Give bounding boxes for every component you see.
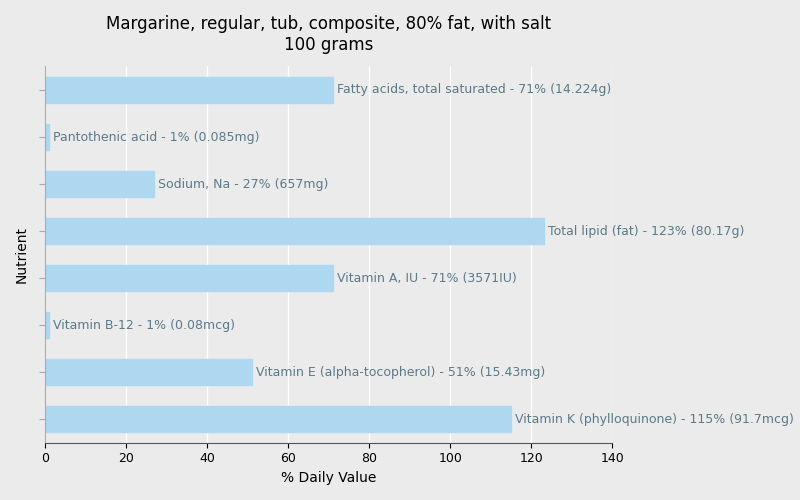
Y-axis label: Nutrient: Nutrient <box>15 226 29 283</box>
Bar <box>45 312 49 338</box>
Bar <box>45 218 543 244</box>
Text: Total lipid (fat) - 123% (80.17g): Total lipid (fat) - 123% (80.17g) <box>547 224 744 237</box>
Title: Margarine, regular, tub, composite, 80% fat, with salt
100 grams: Margarine, regular, tub, composite, 80% … <box>106 15 551 54</box>
Bar <box>45 265 333 291</box>
Text: Sodium, Na - 27% (657mg): Sodium, Na - 27% (657mg) <box>158 178 329 190</box>
Text: Vitamin A, IU - 71% (3571IU): Vitamin A, IU - 71% (3571IU) <box>337 272 517 284</box>
Bar <box>45 77 333 103</box>
Bar <box>45 406 511 432</box>
Text: Vitamin B-12 - 1% (0.08mcg): Vitamin B-12 - 1% (0.08mcg) <box>53 318 235 332</box>
Text: Fatty acids, total saturated - 71% (14.224g): Fatty acids, total saturated - 71% (14.2… <box>337 84 611 96</box>
Text: Vitamin K (phylloquinone) - 115% (91.7mcg): Vitamin K (phylloquinone) - 115% (91.7mc… <box>515 412 794 426</box>
Text: Pantothenic acid - 1% (0.085mg): Pantothenic acid - 1% (0.085mg) <box>53 130 259 143</box>
Text: Vitamin E (alpha-tocopherol) - 51% (15.43mg): Vitamin E (alpha-tocopherol) - 51% (15.4… <box>256 366 545 378</box>
Bar <box>45 359 252 385</box>
Bar <box>45 124 49 150</box>
Bar <box>45 171 154 197</box>
X-axis label: % Daily Value: % Daily Value <box>281 471 376 485</box>
